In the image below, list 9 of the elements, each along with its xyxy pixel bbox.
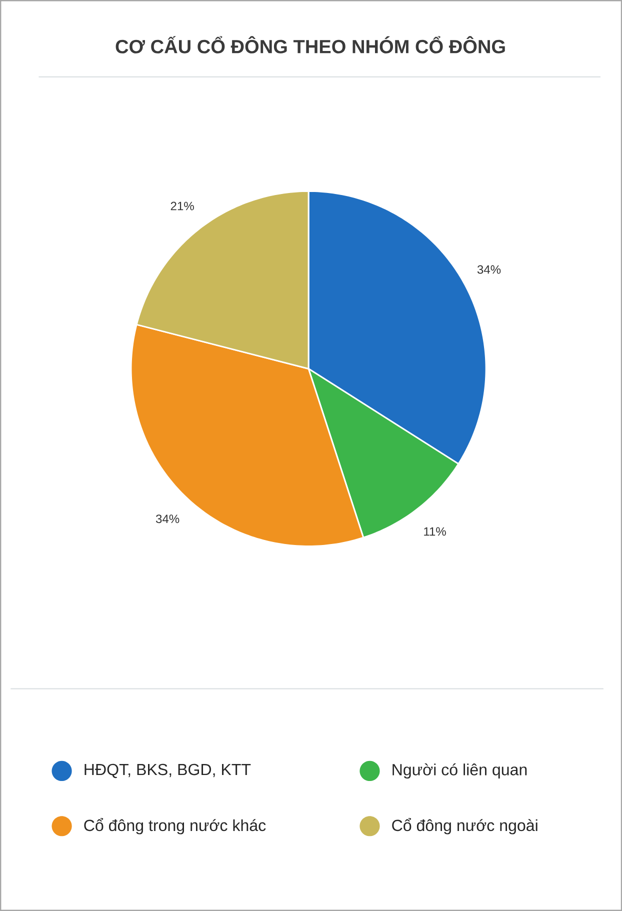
data-label: 11% (424, 527, 446, 536)
legend-label: Cổ đông trong nước khác (84, 818, 266, 834)
legend-label: Người có liên quan (392, 763, 527, 779)
data-label: 34% (156, 514, 180, 524)
data-label: 21% (170, 202, 194, 210)
legend-label: Cổ đông nước ngoài (392, 818, 538, 834)
data-label: 34% (477, 265, 501, 274)
chart-title: CƠ CẤU CỔ ĐÔNG THEO NHÓM CỔ ĐÔNG (116, 36, 505, 54)
legend-label: HĐQT, BKS, BGD, KTT (84, 764, 251, 778)
